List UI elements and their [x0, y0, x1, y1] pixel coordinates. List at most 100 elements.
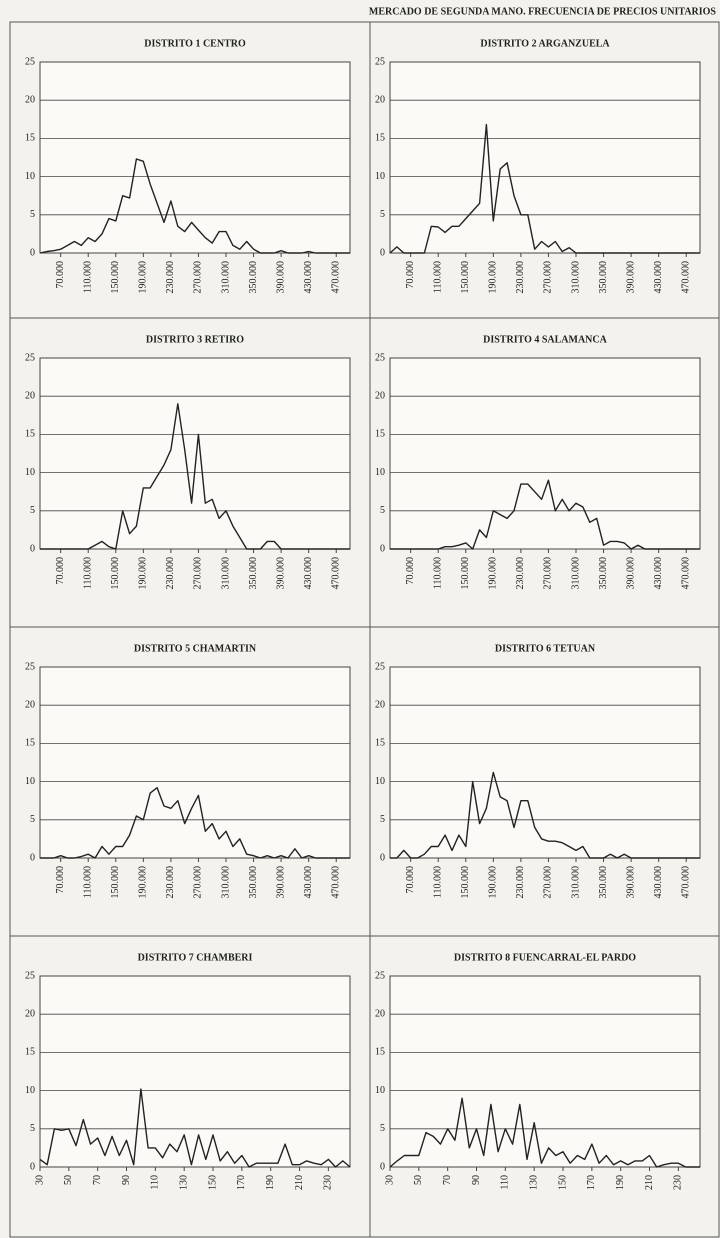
y-tick-label: 15: [375, 1047, 385, 1058]
x-tick-label: 230.000: [515, 261, 526, 294]
x-tick-label: 230.000: [515, 557, 526, 590]
x-tick-label: 150.000: [110, 557, 121, 590]
y-tick-label: 0: [380, 543, 385, 554]
x-tick-label: 110.000: [433, 261, 444, 293]
x-tick-label: 110.000: [83, 557, 94, 589]
x-tick-label: 190.000: [488, 866, 499, 899]
x-tick-label: 390.000: [625, 261, 636, 294]
chart-title: DISTRITO 8 FUENCARRAL-EL PARDO: [454, 952, 636, 963]
y-tick-label: 15: [375, 738, 385, 749]
y-tick-label: 5: [30, 505, 35, 516]
data-line: [390, 479, 700, 550]
x-tick-label: 270.000: [193, 261, 204, 294]
plot-area: [389, 666, 701, 859]
x-tick-label: 110.000: [433, 866, 444, 898]
y-tick-label: 0: [380, 852, 385, 863]
x-tick-label: 310.000: [220, 866, 231, 899]
y-tick-label: 10: [25, 1085, 35, 1096]
chart-title: DISTRITO 7 CHAMBERI: [138, 952, 253, 963]
x-tick-label: 230.000: [165, 261, 176, 294]
x-tick-label: 470.000: [331, 866, 342, 899]
chart-title: DISTRITO 6 TETUAN: [495, 643, 596, 654]
x-tick-label: 30: [384, 1175, 395, 1185]
x-tick-label: 390.000: [275, 261, 286, 294]
x-tick-label: 150: [207, 1175, 218, 1190]
y-tick-label: 5: [30, 814, 35, 825]
x-tick-label: 350.000: [598, 866, 609, 899]
y-tick-label: 25: [375, 56, 385, 67]
x-tick-label: 190.000: [488, 557, 499, 590]
y-tick-label: 10: [375, 776, 385, 787]
x-tick-label: 350.000: [248, 557, 259, 590]
plot-area: [39, 975, 351, 1168]
y-tick-label: 25: [375, 352, 385, 363]
x-tick-label: 270.000: [543, 261, 554, 294]
x-tick-label: 70: [92, 1175, 103, 1185]
x-tick-label: 50: [63, 1175, 74, 1185]
chart-title: DISTRITO 2 ARGANZUELA: [480, 38, 610, 49]
y-tick-label: 0: [30, 247, 35, 258]
plot-area: [39, 61, 351, 254]
y-tick-label: 25: [25, 970, 35, 981]
y-tick-label: 25: [25, 352, 35, 363]
x-tick-label: 190: [265, 1175, 276, 1190]
x-tick-label: 110.000: [83, 866, 94, 898]
x-tick-label: 350.000: [248, 866, 259, 899]
x-tick-label: 310.000: [570, 261, 581, 294]
x-tick-label: 430.000: [653, 261, 664, 294]
x-tick-label: 430.000: [653, 866, 664, 899]
y-tick-label: 5: [30, 1123, 35, 1134]
x-tick-label: 130: [528, 1175, 539, 1190]
page-title: MERCADO DE SEGUNDA MANO. FRECUENCIA DE P…: [369, 6, 717, 17]
y-tick-label: 15: [25, 738, 35, 749]
plot-area: [39, 666, 351, 859]
data-line: [389, 123, 700, 254]
y-tick-label: 10: [375, 467, 385, 478]
x-tick-label: 230.000: [165, 866, 176, 899]
x-tick-label: 350.000: [598, 557, 609, 590]
y-tick-label: 0: [30, 852, 35, 863]
y-tick-label: 10: [375, 1085, 385, 1096]
y-tick-label: 10: [25, 171, 35, 182]
x-tick-label: 270.000: [193, 866, 204, 899]
y-tick-label: 20: [375, 94, 385, 105]
x-tick-label: 390.000: [625, 866, 636, 899]
data-line: [39, 1088, 351, 1168]
x-tick-label: 470.000: [331, 261, 342, 294]
x-tick-label: 350.000: [598, 261, 609, 294]
x-tick-label: 210: [644, 1175, 655, 1190]
x-tick-label: 270.000: [543, 866, 554, 899]
y-tick-label: 15: [25, 429, 35, 440]
x-tick-label: 390.000: [275, 866, 286, 899]
x-tick-label: 70.000: [55, 261, 66, 289]
data-line: [40, 787, 350, 859]
x-tick-label: 150.000: [460, 261, 471, 294]
y-tick-label: 10: [25, 776, 35, 787]
x-tick-label: 430.000: [303, 557, 314, 590]
y-tick-label: 15: [375, 429, 385, 440]
x-tick-label: 210: [294, 1175, 305, 1190]
x-tick-label: 350.000: [248, 261, 259, 294]
y-tick-label: 20: [375, 1008, 385, 1019]
x-tick-label: 190.000: [138, 261, 149, 294]
frame: [9, 21, 720, 1238]
x-tick-label: 470.000: [681, 261, 692, 294]
data-line: [390, 771, 700, 859]
x-tick-label: 310.000: [570, 557, 581, 590]
data-line: [40, 403, 350, 550]
x-tick-label: 190.000: [138, 866, 149, 899]
data-line: [39, 158, 350, 254]
x-tick-label: 110.000: [83, 261, 94, 293]
plot-area: [389, 61, 701, 254]
x-tick-label: 190: [615, 1175, 626, 1190]
x-tick-label: 70: [442, 1175, 453, 1185]
x-tick-label: 150.000: [110, 261, 121, 294]
y-tick-label: 0: [30, 1161, 35, 1172]
x-tick-label: 150: [557, 1175, 568, 1190]
y-tick-label: 15: [375, 133, 385, 144]
x-tick-label: 90: [471, 1175, 482, 1185]
plot-area: [39, 357, 351, 550]
chart-title: DISTRITO 4 SALAMANCA: [483, 334, 608, 345]
y-tick-label: 25: [25, 56, 35, 67]
